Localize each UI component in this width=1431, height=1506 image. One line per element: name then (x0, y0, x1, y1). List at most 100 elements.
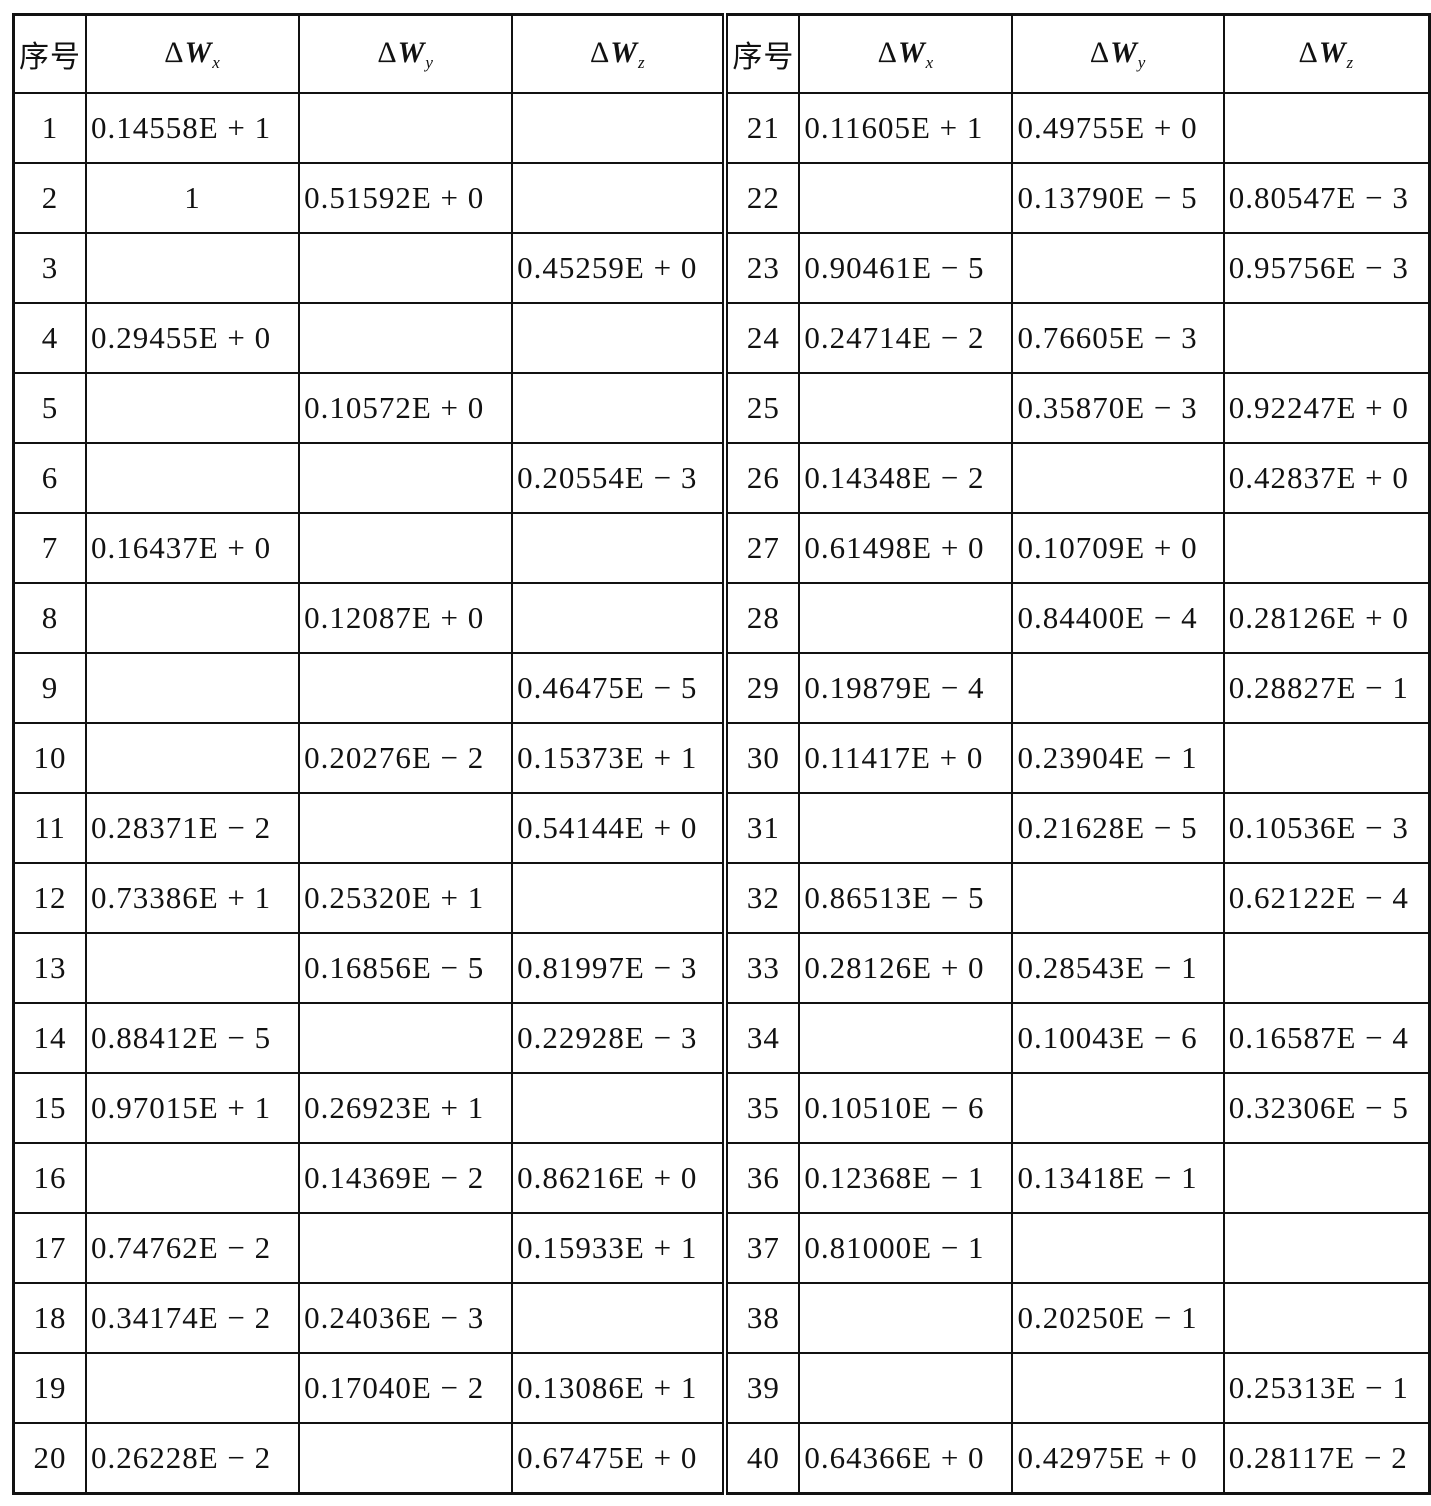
cell-delta-wz (511, 92, 729, 164)
cell-delta-wy: 0.20250E − 1 (1011, 1282, 1225, 1354)
row-index: 11 (12, 792, 87, 864)
cell-delta-wz: 0.16587E − 4 (1222, 1002, 1431, 1074)
row-index: 12 (12, 862, 87, 934)
cell-delta-wx: 0.14348E − 2 (798, 442, 1014, 514)
row-index: 20 (12, 1422, 87, 1495)
row-index: 32 (724, 862, 801, 934)
cell-delta-wx: 0.14558E + 1 (84, 92, 301, 164)
axis-subscript: z (637, 52, 646, 72)
axis-subscript: x (925, 52, 935, 72)
row-index: 21 (724, 92, 801, 164)
cell-delta-wx: 0.19879E − 4 (798, 652, 1014, 724)
cell-delta-wz (511, 1072, 729, 1144)
cell-delta-wz: 0.46475E − 5 (511, 652, 729, 724)
cell-delta-wz (511, 1282, 729, 1354)
table-row: 15 0.97015E + 1 0.26923E + 1 35 0.10510E − 6… (12, 1072, 1431, 1144)
cell-delta-wz (1222, 1282, 1431, 1354)
cell-delta-wy: 0.84400E − 4 (1011, 582, 1225, 654)
cell-delta-wx (798, 1282, 1014, 1354)
header-delta-wz: ΔWz (1222, 13, 1431, 94)
cell-delta-wz (511, 582, 729, 654)
cell-delta-wx: 0.73386E + 1 (84, 862, 301, 934)
delta-symbol: Δ (164, 35, 185, 69)
cell-delta-wx: 1 (84, 162, 301, 234)
cell-delta-wz: 0.62122E − 4 (1222, 862, 1431, 934)
cell-delta-wz: 0.28126E + 0 (1222, 582, 1431, 654)
cell-delta-wy (1011, 862, 1225, 934)
row-index: 31 (724, 792, 801, 864)
cell-delta-wy: 0.23904E − 1 (1011, 722, 1225, 794)
cell-delta-wz: 0.10536E − 3 (1222, 792, 1431, 864)
cell-delta-wx: 0.11605E + 1 (798, 92, 1014, 164)
cell-delta-wz: 0.28827E − 1 (1222, 652, 1431, 724)
w-symbol: W (897, 35, 926, 69)
cell-delta-wy: 0.13790E − 5 (1011, 162, 1225, 234)
w-symbol: W (1110, 35, 1138, 69)
cell-delta-wy (298, 302, 514, 374)
cell-delta-wx: 0.12368E − 1 (798, 1142, 1014, 1214)
cell-delta-wy: 0.35870E − 3 (1011, 372, 1225, 444)
cell-delta-wz (511, 862, 729, 934)
cell-delta-wx: 0.74762E − 2 (84, 1212, 301, 1284)
cell-delta-wx (84, 582, 301, 654)
row-index: 4 (12, 302, 87, 374)
cell-delta-wy (298, 512, 514, 584)
cell-delta-wy: 0.26923E + 1 (298, 1072, 514, 1144)
cell-delta-wz (511, 302, 729, 374)
cell-delta-wx (84, 1142, 301, 1214)
cell-delta-wy: 0.16856E − 5 (298, 932, 514, 1004)
cell-delta-wz: 0.42837E + 0 (1222, 442, 1431, 514)
cell-delta-wz: 0.67475E + 0 (511, 1422, 729, 1495)
axis-subscript: z (1346, 52, 1355, 72)
header-index: 序号 (724, 13, 801, 94)
header-delta-wz: ΔWz (511, 13, 729, 94)
cell-delta-wz: 0.54144E + 0 (511, 792, 729, 864)
cell-delta-wx (798, 162, 1014, 234)
cell-delta-wy (1011, 442, 1225, 514)
cell-delta-wy (1011, 1352, 1225, 1424)
row-index: 25 (724, 372, 801, 444)
table-row: 2 1 0.51592E + 0 22 0.13790E − 5 0.80547E − 3 (12, 162, 1431, 234)
row-index: 8 (12, 582, 87, 654)
cell-delta-wx: 0.61498E + 0 (798, 512, 1014, 584)
cell-delta-wz (1222, 92, 1431, 164)
row-index: 35 (724, 1072, 801, 1144)
cell-delta-wx: 0.81000E − 1 (798, 1212, 1014, 1284)
cell-delta-wy: 0.13418E − 1 (1011, 1142, 1225, 1214)
cell-delta-wy (298, 1212, 514, 1284)
row-index: 26 (724, 442, 801, 514)
cell-delta-wz: 0.15933E + 1 (511, 1212, 729, 1284)
row-index: 24 (724, 302, 801, 374)
delta-symbol: Δ (377, 35, 398, 69)
cell-delta-wx: 0.86513E − 5 (798, 862, 1014, 934)
table-row: 19 0.17040E − 2 0.13086E + 1 39 0.25313E − 1 (12, 1352, 1431, 1424)
table-row: 14 0.88412E − 5 0.22928E − 3 34 0.10043E − 6… (12, 1002, 1431, 1074)
cell-delta-wy (298, 232, 514, 304)
cell-delta-wx: 0.90461E − 5 (798, 232, 1014, 304)
cell-delta-wx (84, 932, 301, 1004)
row-index: 30 (724, 722, 801, 794)
cell-delta-wy (1011, 232, 1225, 304)
axis-subscript: x (212, 52, 221, 72)
cell-delta-wy (298, 1422, 514, 1495)
cell-delta-wx: 0.16437E + 0 (84, 512, 301, 584)
cell-delta-wy (298, 652, 514, 724)
table-row: 3 0.45259E + 0 23 0.90461E − 5 0.95756E − 3 (12, 232, 1431, 304)
cell-delta-wz: 0.22928E − 3 (511, 1002, 729, 1074)
cell-delta-wz (1222, 1212, 1431, 1284)
cell-delta-wy (1011, 1212, 1225, 1284)
cell-delta-wy: 0.10709E + 0 (1011, 512, 1225, 584)
cell-delta-wz (1222, 932, 1431, 1004)
cell-delta-wx: 0.97015E + 1 (84, 1072, 301, 1144)
table-row: 12 0.73386E + 1 0.25320E + 1 32 0.86513E − 5… (12, 862, 1431, 934)
cell-delta-wz (511, 372, 729, 444)
cell-delta-wz: 0.25313E − 1 (1222, 1352, 1431, 1424)
row-index: 18 (12, 1282, 87, 1354)
cell-delta-wz: 0.80547E − 3 (1222, 162, 1431, 234)
row-index: 37 (724, 1212, 801, 1284)
axis-subscript: y (425, 52, 434, 72)
cell-delta-wz (1222, 722, 1431, 794)
cell-delta-wx (84, 722, 301, 794)
cell-delta-wz (511, 512, 729, 584)
cell-delta-wz (1222, 1142, 1431, 1214)
